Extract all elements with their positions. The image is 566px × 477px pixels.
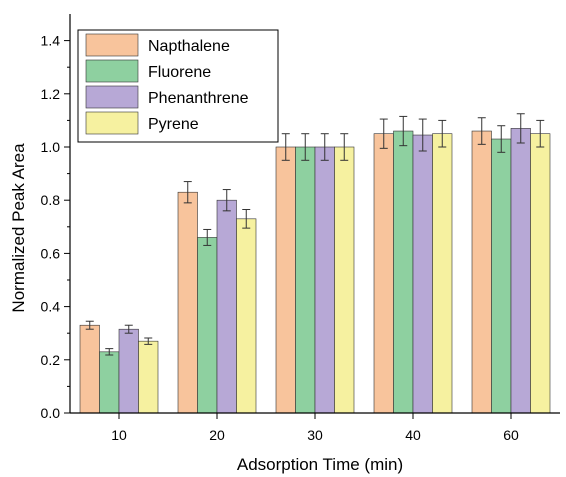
error-bar-fluorene-60 [497, 125, 506, 153]
x-tick-label-40: 40 [405, 427, 421, 443]
bar-napthalene-60 [471, 130, 492, 414]
bar-pyrene-30 [334, 146, 355, 414]
y-tick-label: 0.2 [41, 352, 61, 368]
y-tick-label: 0.6 [41, 245, 61, 261]
x-axis-title: Adsorption Time (min) [237, 455, 403, 474]
legend-swatch-pyrene [85, 111, 139, 135]
y-tick-label: 1.0 [41, 139, 61, 155]
error-bar-napthalene-40 [379, 118, 388, 149]
legend-swatch-napthalene [85, 33, 139, 57]
bar-pyrene-20 [236, 218, 257, 414]
bar-fluorene-40 [393, 130, 414, 414]
error-bar-napthalene-30 [281, 133, 290, 161]
legend-label-napthalene: Napthalene [148, 38, 230, 55]
x-tick-label-60: 60 [503, 427, 519, 443]
bar-napthalene-20 [177, 191, 198, 414]
error-bar-fluorene-20 [203, 228, 212, 246]
bar-phenanthrene-40 [412, 134, 433, 414]
bar-phenanthrene-60 [510, 128, 531, 414]
error-bar-phenanthrene-60 [516, 113, 525, 144]
y-tick-label: 1.4 [41, 33, 61, 49]
y-tick-label: 0.4 [41, 299, 61, 315]
error-bar-pyrene-30 [340, 133, 349, 161]
error-bar-pyrene-20 [242, 209, 251, 229]
bar-phenanthrene-30 [314, 146, 335, 414]
legend-swatch-fluorene [85, 59, 139, 83]
bar-napthalene-40 [373, 133, 394, 414]
bar-fluorene-30 [295, 146, 316, 414]
error-bar-fluorene-30 [301, 133, 310, 161]
error-bar-napthalene-60 [477, 117, 486, 145]
x-tick-label-20: 20 [209, 427, 225, 443]
y-tick-label: 0.8 [41, 192, 61, 208]
error-bar-phenanthrene-10 [124, 324, 133, 334]
error-bar-fluorene-40 [399, 115, 408, 147]
x-tick-label-10: 10 [111, 427, 127, 443]
error-bar-phenanthrene-40 [418, 118, 427, 152]
bar-fluorene-10 [99, 351, 120, 414]
axes-layer: 0.0 0.2 0.4 0.6 0.8 1.0 1.2 1.4 10 20 30 40 60 [41, 14, 560, 443]
error-bar-pyrene-40 [438, 119, 447, 148]
legend-label-fluorene: Fluorene [148, 64, 211, 81]
error-bar-pyrene-60 [536, 119, 545, 148]
legend-label-pyrene: Pyrene [148, 116, 199, 133]
bar-phenanthrene-10 [118, 328, 139, 414]
error-bar-napthalene-20 [183, 181, 192, 204]
legend: Napthalene Fluorene Phenanthrene Pyrene [77, 29, 279, 143]
bars-layer [79, 113, 551, 414]
bar-fluorene-20 [197, 237, 218, 414]
bar-pyrene-60 [530, 133, 551, 414]
bar-napthalene-10 [79, 324, 100, 414]
error-bar-napthalene-10 [85, 320, 94, 330]
y-axis-title: Normalized Peak Area [9, 143, 28, 313]
error-bar-pyrene-10 [144, 337, 153, 345]
bar-phenanthrene-20 [216, 199, 237, 414]
error-bar-phenanthrene-30 [320, 133, 329, 161]
bar-fluorene-60 [491, 138, 512, 414]
bar-pyrene-40 [432, 133, 453, 414]
legend-swatch-phenanthrene [85, 85, 139, 109]
bar-pyrene-10 [138, 340, 159, 414]
error-bar-fluorene-10 [105, 348, 114, 356]
bar-napthalene-30 [275, 146, 296, 414]
error-bar-phenanthrene-20 [222, 189, 231, 212]
x-tick-label-30: 30 [307, 427, 323, 443]
legend-label-phenanthrene: Phenanthrene [148, 90, 249, 107]
y-tick-label: 0.0 [41, 405, 61, 421]
y-tick-label: 1.2 [41, 86, 61, 102]
